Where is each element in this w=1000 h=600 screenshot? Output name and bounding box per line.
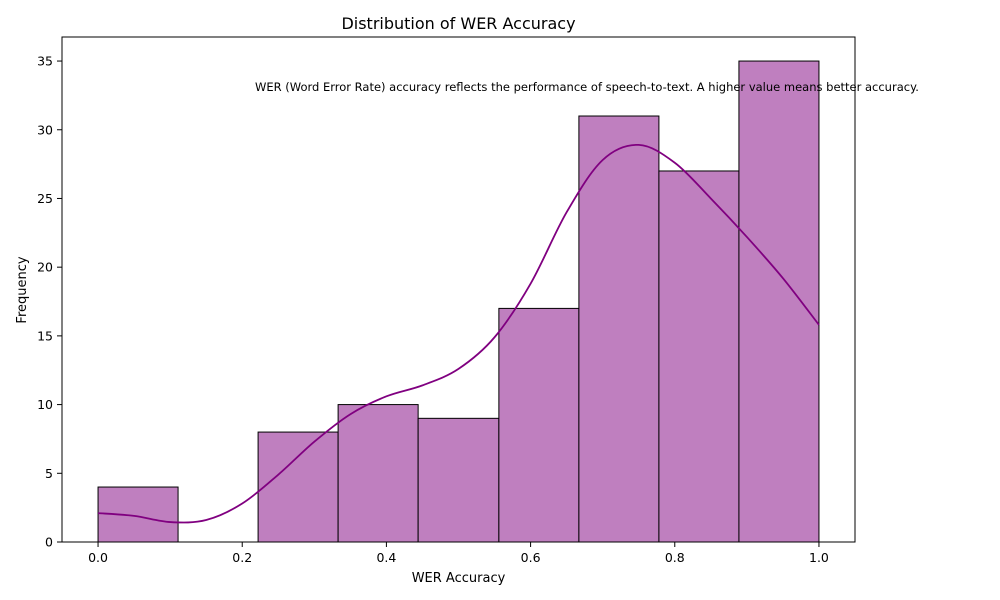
y-tick-label: 25	[37, 191, 53, 206]
histogram-bar	[498, 307, 580, 543]
x-tick-label: 0.2	[232, 550, 252, 565]
x-axis-label: WER Accuracy	[412, 571, 506, 586]
y-tick-label: 10	[37, 397, 53, 412]
x-tick-label: 0.8	[665, 550, 685, 565]
histogram-bar	[658, 170, 740, 543]
histogram-bar	[578, 115, 660, 543]
histogram-bar	[337, 404, 419, 543]
plot-frame	[61, 36, 856, 543]
histogram-bar	[417, 417, 500, 543]
y-axis-ticks: 0 5 10 15 20 25 30 35	[37, 54, 62, 550]
y-tick-label: 20	[37, 260, 53, 275]
y-tick-label: 35	[37, 54, 53, 69]
histogram-bars	[97, 60, 820, 543]
y-tick-label: 30	[37, 122, 53, 137]
x-tick-label: 0.6	[521, 550, 541, 565]
chart-annotation: WER (Word Error Rate) accuracy reflects …	[255, 80, 919, 94]
x-tick-label: 1.0	[809, 550, 829, 565]
histogram-bar	[738, 60, 820, 543]
x-axis-ticks: 0.0 0.2 0.4 0.6 0.8 1.0	[88, 542, 829, 565]
y-tick-label: 0	[45, 535, 53, 550]
y-tick-label: 15	[37, 328, 53, 343]
y-tick-label: 5	[45, 466, 53, 481]
x-tick-label: 0.4	[376, 550, 396, 565]
histogram-bar	[257, 431, 339, 543]
kde-curve	[97, 143, 820, 524]
x-tick-label: 0.0	[88, 550, 108, 565]
chart-title: Distribution of WER Accuracy	[341, 14, 575, 33]
y-axis-label: Frequency	[15, 256, 30, 323]
